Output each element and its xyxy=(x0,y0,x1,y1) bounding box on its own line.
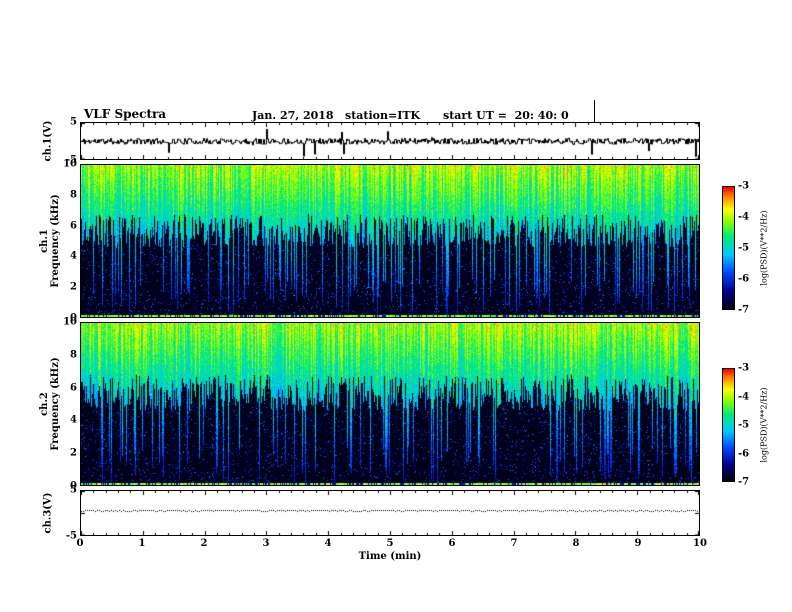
colorbar-2-label: log(PSD)(V**2/Hz) xyxy=(759,387,769,463)
x-tick-label: 10 xyxy=(693,538,707,549)
colorbar-1 xyxy=(722,186,735,310)
y-tick-label: -5 xyxy=(65,154,77,166)
x-tick-label: 5 xyxy=(386,538,394,549)
x-tick-label: 8 xyxy=(572,538,580,549)
x-axis-label: Time (min) xyxy=(358,551,422,562)
colorbar-tick-label: -7 xyxy=(738,304,750,316)
ch1-waveform-canvas xyxy=(81,123,699,159)
ch1-voltage-panel xyxy=(80,122,700,160)
colorbar-tick-label: -5 xyxy=(738,242,750,254)
colorbar-1-label: log(PSD)(V**2/Hz) xyxy=(759,210,769,286)
colorbar-tick-label: -3 xyxy=(738,180,750,192)
y-tick-label: 6 xyxy=(70,382,77,394)
x-tick-label: 4 xyxy=(324,538,332,549)
ch3-voltage-ylabel: ch.3(V) xyxy=(42,492,54,534)
x-tick-label: 7 xyxy=(510,538,518,549)
x-tick-label: 6 xyxy=(448,538,456,549)
y-tick-label: 4 xyxy=(70,414,77,426)
ch2-spectrogram-ylabel-line1: ch.2 xyxy=(39,392,50,416)
y-tick-label: 8 xyxy=(70,189,77,201)
colorbar-tick-label: -5 xyxy=(738,419,750,431)
x-tick-label: 1 xyxy=(138,538,146,549)
ch1-spectrogram-ylabel-line1: ch.1 xyxy=(39,229,50,253)
figure-date: Jan. 27, 2018 xyxy=(252,109,334,122)
y-tick-label: -5 xyxy=(65,530,77,542)
colorbar-tick-label: -4 xyxy=(738,211,750,223)
ch1-spectrogram-panel xyxy=(80,164,700,318)
x-tick-label: 2 xyxy=(200,538,208,549)
figure-title: VLF Spectra xyxy=(84,107,167,121)
ch3-voltage-panel xyxy=(80,490,700,536)
y-tick-label: 0 xyxy=(70,312,77,324)
y-tick-label: 2 xyxy=(70,447,77,459)
ch2-spectrogram-ylabel: ch.2 Frequency (kHz) xyxy=(39,357,61,450)
y-tick-label: 0 xyxy=(70,480,77,492)
ch2-spectrogram-canvas xyxy=(81,323,699,485)
x-tick-label: 9 xyxy=(634,538,642,549)
y-tick-label: 10 xyxy=(63,316,77,328)
colorbar-tick-label: -7 xyxy=(738,476,750,488)
ch1-spectrogram-ylabel-line2: Frequency (kHz) xyxy=(50,194,61,288)
ch1-voltage-ylabel: ch.1(V) xyxy=(42,120,54,162)
colorbar-tick-label: -6 xyxy=(738,273,750,285)
y-tick-label: 6 xyxy=(70,220,77,232)
colorbar-2 xyxy=(722,368,735,482)
ch1-spectrogram-ylabel: ch.1 Frequency (kHz) xyxy=(39,194,61,287)
figure-station: station=ITK xyxy=(345,109,421,122)
ch1-clipped-spike xyxy=(594,100,595,122)
ch2-spectrogram-ylabel-line2: Frequency (kHz) xyxy=(50,357,61,451)
colorbar-tick-label: -4 xyxy=(738,391,750,402)
colorbar-tick-label: -3 xyxy=(738,362,750,374)
y-tick-label: 5 xyxy=(70,484,77,496)
colorbar-tick-label: -6 xyxy=(738,448,750,459)
colorbar-2-canvas xyxy=(723,369,734,481)
y-tick-label: 2 xyxy=(70,281,77,293)
y-tick-label: 10 xyxy=(63,158,77,170)
x-tick-label: 0 xyxy=(76,538,84,549)
x-tick-label: 3 xyxy=(262,538,270,549)
y-tick-label: 4 xyxy=(70,250,77,262)
y-tick-label: 8 xyxy=(70,349,77,361)
ch3-waveform-canvas xyxy=(81,491,699,535)
colorbar-1-canvas xyxy=(723,187,734,309)
figure-start-ut: start UT = 20: 40: 0 xyxy=(443,109,569,122)
y-tick-label: 5 xyxy=(70,116,77,128)
ch1-spectrogram-canvas xyxy=(81,165,699,317)
ch2-spectrogram-panel xyxy=(80,322,700,486)
